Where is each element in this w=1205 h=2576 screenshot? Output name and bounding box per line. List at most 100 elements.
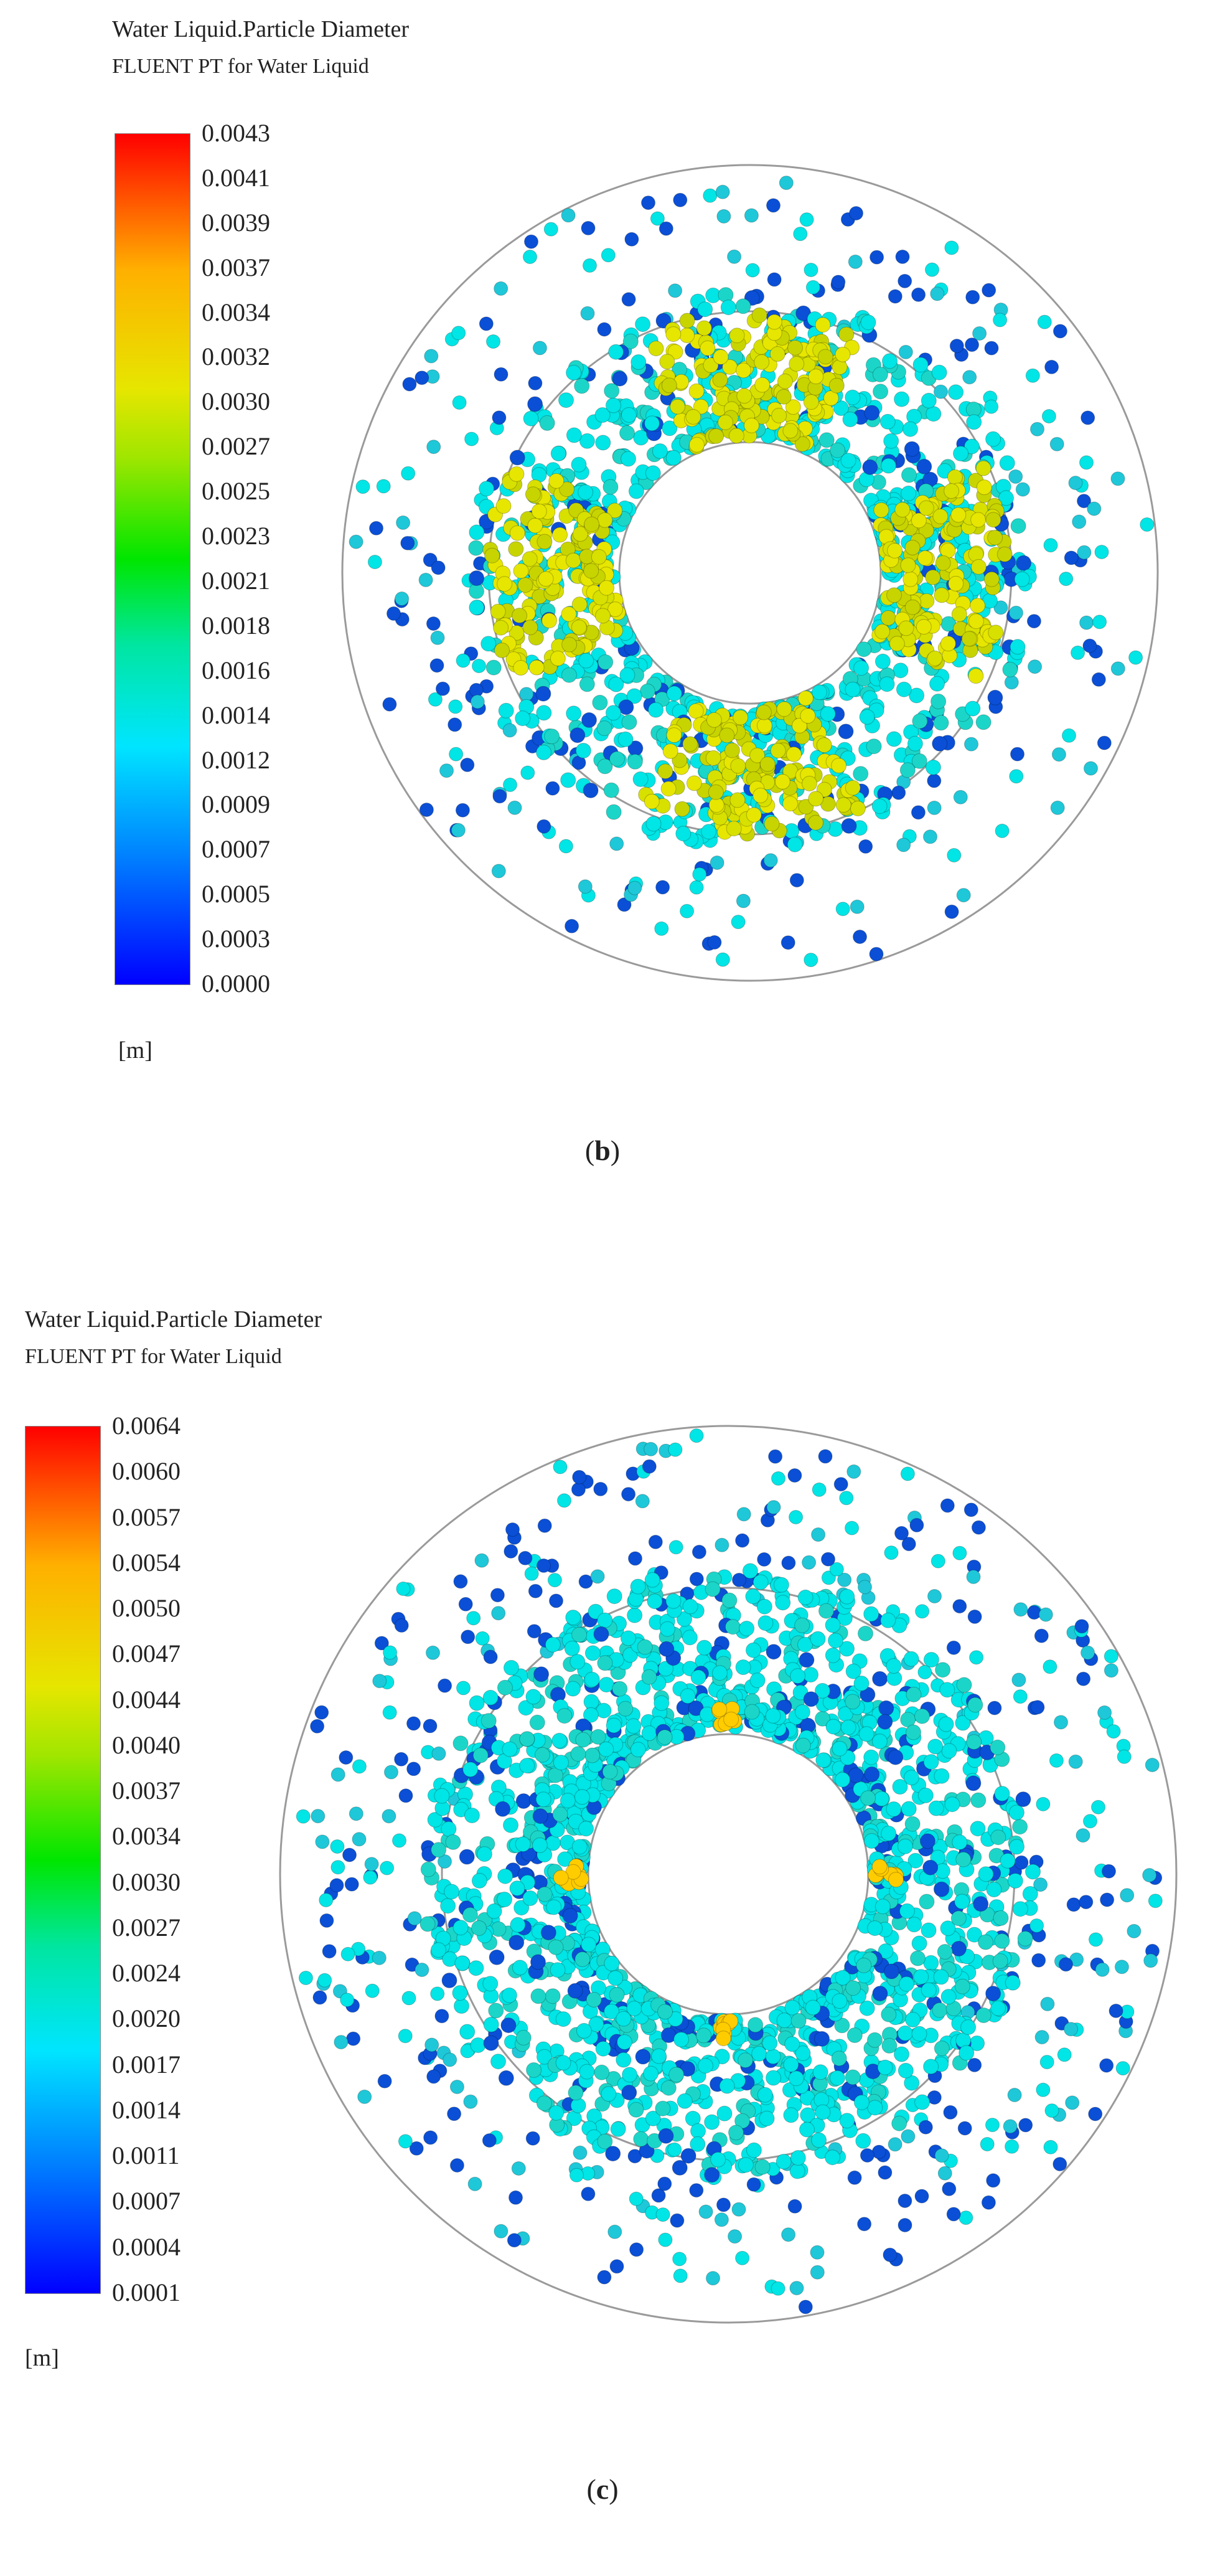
particle — [468, 540, 484, 556]
accent-particle — [770, 743, 786, 758]
colorbar-tick-label: 0.0009 — [202, 790, 270, 819]
accent-particle — [918, 500, 934, 516]
particle — [1033, 1877, 1048, 1892]
particle — [449, 747, 464, 762]
particle — [970, 1821, 986, 1837]
particle — [896, 837, 911, 852]
particle — [757, 1552, 772, 1567]
accent-particle — [940, 636, 956, 652]
accent-particle — [682, 736, 698, 752]
particle — [715, 1537, 729, 1552]
particle — [668, 2067, 685, 2083]
particle — [834, 2017, 850, 2034]
particle — [860, 1790, 876, 1806]
colorbar-tick-label: 0.0007 — [202, 835, 270, 864]
accent-particle — [874, 623, 890, 639]
accent-particle — [712, 372, 728, 388]
particle — [527, 1624, 542, 1639]
particle — [471, 1920, 487, 1936]
colorbar-tick-label: 0.0054 — [112, 1548, 181, 1577]
particle — [811, 1527, 826, 1542]
particle — [972, 326, 987, 341]
particle — [939, 1682, 955, 1698]
particle — [352, 1832, 367, 1847]
particle — [1013, 1689, 1028, 1704]
particle — [584, 1747, 601, 1763]
particle — [859, 2000, 875, 2016]
particle — [1054, 1715, 1068, 1730]
particle — [964, 438, 980, 455]
particle — [489, 1949, 505, 1965]
accent-particle — [693, 399, 709, 415]
particle — [831, 275, 846, 290]
particle — [698, 2204, 713, 2219]
particle — [571, 456, 587, 473]
particle — [551, 1732, 568, 1748]
particle — [575, 743, 591, 758]
particle — [835, 902, 850, 917]
accent-particle — [665, 326, 682, 342]
particle — [616, 2011, 632, 2027]
particle — [1014, 1855, 1029, 1870]
particle — [994, 1933, 1010, 1949]
particle — [1057, 2047, 1072, 2062]
particle — [560, 1793, 576, 1809]
particle — [904, 2075, 920, 2091]
particle — [862, 459, 878, 475]
particle — [492, 410, 507, 425]
accent-particle — [774, 773, 790, 790]
particle — [657, 2004, 673, 2020]
accent-particle — [976, 479, 992, 495]
accent-particle — [509, 466, 525, 482]
particle — [535, 1747, 550, 1763]
particle — [831, 2050, 847, 2067]
particle — [1025, 1864, 1041, 1880]
colorbar — [25, 1426, 101, 2294]
particle — [832, 1740, 848, 1757]
accent-particle — [968, 613, 984, 630]
particle — [839, 1641, 855, 1657]
particle — [731, 2202, 746, 2217]
accent-particle — [490, 603, 506, 620]
particle — [494, 281, 509, 296]
particle — [595, 435, 611, 451]
particle — [987, 1701, 1002, 1715]
particle — [448, 717, 462, 732]
particle — [810, 2265, 825, 2280]
particle — [818, 1449, 833, 1464]
particle — [469, 583, 484, 599]
particle — [864, 1767, 880, 1782]
accent-particle — [660, 781, 677, 797]
particle — [616, 2052, 632, 2068]
accent-particle — [777, 373, 793, 389]
particle — [377, 2074, 392, 2088]
accent-particle — [800, 708, 816, 724]
particle — [715, 952, 730, 967]
particle — [498, 702, 514, 719]
accent-particle — [571, 619, 587, 635]
accent-particle — [782, 423, 799, 439]
particle — [482, 1976, 499, 1992]
particle — [494, 2224, 509, 2239]
particle — [621, 292, 636, 307]
accent-particle — [679, 313, 695, 329]
particle — [746, 1642, 761, 1658]
accent-particle — [666, 727, 682, 743]
particle — [818, 1603, 834, 1619]
particle — [856, 641, 872, 658]
particle — [608, 676, 624, 692]
particle — [438, 1854, 452, 1869]
colorbar-tick-label: 0.0060 — [112, 1457, 181, 1486]
accent-particle — [670, 399, 686, 415]
particle — [849, 206, 863, 220]
particle — [467, 2176, 482, 2191]
accent-particle — [985, 512, 1001, 528]
particle — [657, 2176, 672, 2191]
particle — [459, 1849, 475, 1865]
particle — [1115, 2061, 1130, 2076]
accent-particle — [927, 650, 943, 666]
particle — [1031, 1953, 1046, 1968]
particle — [690, 2136, 706, 2152]
accent-particle — [756, 717, 772, 734]
particle — [398, 1788, 413, 1803]
